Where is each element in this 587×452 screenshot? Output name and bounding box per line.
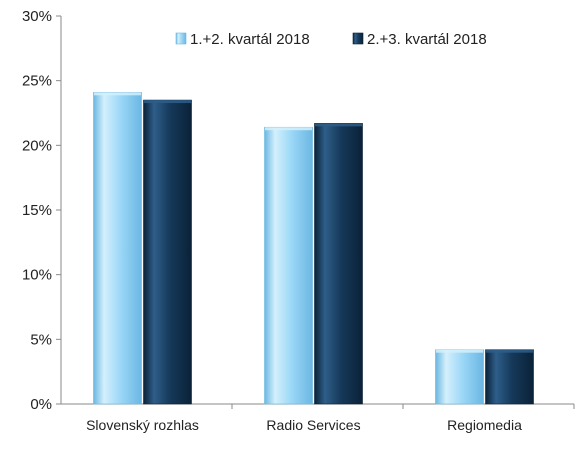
y-tick-label: 10% bbox=[22, 267, 52, 284]
bar-1-1 bbox=[93, 92, 142, 405]
x-category-label: Regiomedia bbox=[447, 417, 522, 433]
bar-top-cap bbox=[94, 92, 141, 96]
bar-2-2 bbox=[314, 123, 363, 405]
x-category-label: Slovenský rozhlas bbox=[86, 417, 199, 433]
x-axis-categories: Slovenský rozhlas Radio Services Regiomedi… bbox=[86, 417, 522, 433]
bars bbox=[93, 92, 534, 405]
bar-1-2 bbox=[264, 126, 313, 405]
bar-top-cap bbox=[315, 123, 362, 127]
y-tick-label: 5% bbox=[30, 331, 52, 348]
bar-2-1 bbox=[143, 99, 192, 405]
bar-top-cap bbox=[436, 349, 483, 353]
bar-1-3 bbox=[435, 349, 484, 405]
bar-2-3 bbox=[485, 349, 534, 405]
bar-top-cap bbox=[265, 127, 312, 131]
y-tick-label: 0% bbox=[30, 396, 52, 413]
y-tick-label: 20% bbox=[22, 137, 52, 154]
legend-swatch bbox=[175, 32, 187, 45]
legend-label: 2.+3. kvartál 2018 bbox=[367, 31, 487, 48]
x-category-label: Radio Services bbox=[266, 417, 360, 433]
y-tick-label: 25% bbox=[22, 73, 52, 90]
legend-label: 1.+2. kvartál 2018 bbox=[190, 31, 310, 48]
y-axis-ticks: 0% 5% 10% 15% 20% 25% 30% bbox=[22, 8, 61, 413]
legend-swatch bbox=[352, 32, 364, 45]
bar-top-cap bbox=[144, 100, 191, 104]
legend: 1.+2. kvartál 2018 2.+3. kvartál 2018 bbox=[175, 31, 487, 48]
y-tick-label: 15% bbox=[22, 202, 52, 219]
y-tick-label: 30% bbox=[22, 8, 52, 25]
bar-top-cap bbox=[486, 349, 533, 353]
